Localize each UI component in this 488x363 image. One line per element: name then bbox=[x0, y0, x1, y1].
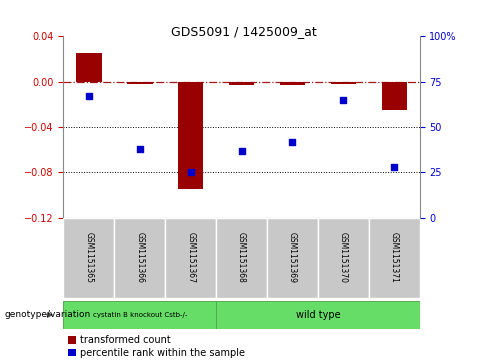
Bar bbox=[178, 82, 203, 189]
Text: GDS5091 / 1425009_at: GDS5091 / 1425009_at bbox=[171, 25, 317, 38]
Bar bbox=[114, 218, 165, 298]
Bar bbox=[331, 82, 356, 84]
Text: GSM1151368: GSM1151368 bbox=[237, 232, 246, 283]
Bar bbox=[63, 218, 114, 298]
Bar bbox=[216, 301, 420, 329]
Bar bbox=[165, 218, 216, 298]
Bar bbox=[229, 82, 254, 85]
Text: GSM1151369: GSM1151369 bbox=[288, 232, 297, 283]
Text: GSM1151370: GSM1151370 bbox=[339, 232, 348, 283]
Point bbox=[85, 93, 93, 99]
Text: genotype/variation: genotype/variation bbox=[5, 310, 91, 319]
Bar bbox=[267, 218, 318, 298]
Bar bbox=[76, 53, 102, 82]
Point bbox=[390, 164, 398, 170]
Point bbox=[238, 148, 245, 154]
Bar bbox=[382, 82, 407, 110]
Bar bbox=[127, 82, 152, 84]
Legend: transformed count, percentile rank within the sample: transformed count, percentile rank withi… bbox=[68, 335, 245, 358]
Text: GSM1151371: GSM1151371 bbox=[390, 232, 399, 283]
Bar bbox=[216, 218, 267, 298]
Bar bbox=[318, 218, 369, 298]
Point bbox=[288, 139, 296, 144]
Bar bbox=[63, 301, 216, 329]
Text: GSM1151367: GSM1151367 bbox=[186, 232, 195, 283]
Bar bbox=[369, 218, 420, 298]
Text: wild type: wild type bbox=[296, 310, 340, 320]
Point bbox=[340, 97, 347, 103]
Bar bbox=[280, 82, 305, 85]
Point bbox=[187, 170, 195, 175]
Text: cystatin B knockout Cstb-/-: cystatin B knockout Cstb-/- bbox=[93, 312, 187, 318]
Text: GSM1151365: GSM1151365 bbox=[84, 232, 93, 283]
Point bbox=[136, 146, 143, 152]
Text: GSM1151366: GSM1151366 bbox=[135, 232, 144, 283]
